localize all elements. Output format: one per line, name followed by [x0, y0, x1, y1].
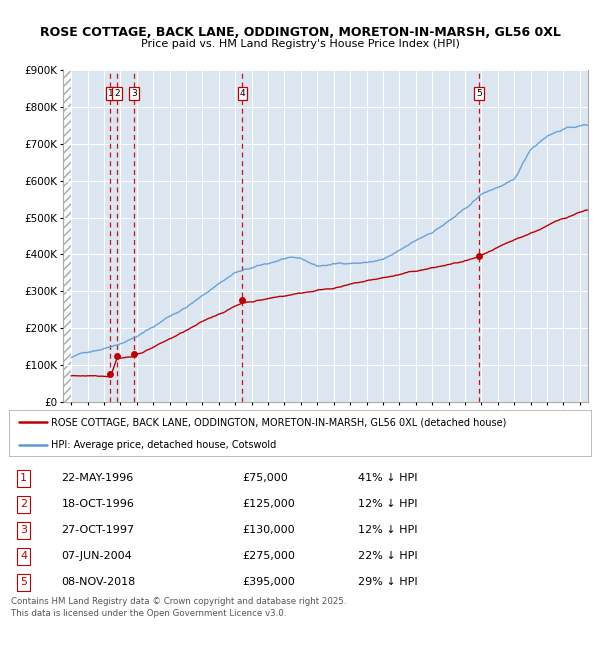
Text: 12% ↓ HPI: 12% ↓ HPI [358, 525, 418, 536]
Text: Contains HM Land Registry data © Crown copyright and database right 2025.
This d: Contains HM Land Registry data © Crown c… [11, 597, 346, 618]
Text: 5: 5 [20, 577, 27, 588]
Text: ROSE COTTAGE, BACK LANE, ODDINGTON, MORETON-IN-MARSH, GL56 0XL (detached house): ROSE COTTAGE, BACK LANE, ODDINGTON, MORE… [51, 417, 506, 427]
Text: 18-OCT-1996: 18-OCT-1996 [61, 499, 134, 510]
Text: £125,000: £125,000 [242, 499, 295, 510]
Text: £275,000: £275,000 [242, 551, 295, 562]
Text: Price paid vs. HM Land Registry's House Price Index (HPI): Price paid vs. HM Land Registry's House … [140, 39, 460, 49]
Text: ROSE COTTAGE, BACK LANE, ODDINGTON, MORETON-IN-MARSH, GL56 0XL: ROSE COTTAGE, BACK LANE, ODDINGTON, MORE… [40, 26, 560, 39]
Text: 29% ↓ HPI: 29% ↓ HPI [358, 577, 418, 588]
Text: 22% ↓ HPI: 22% ↓ HPI [358, 551, 418, 562]
Text: 22-MAY-1996: 22-MAY-1996 [61, 473, 134, 484]
Text: 08-NOV-2018: 08-NOV-2018 [61, 577, 136, 588]
Text: HPI: Average price, detached house, Cotswold: HPI: Average price, detached house, Cots… [51, 439, 276, 450]
Text: 2: 2 [115, 89, 120, 98]
Bar [63, 70, 71, 402]
Text: £75,000: £75,000 [242, 473, 287, 484]
Text: 1: 1 [20, 473, 27, 484]
Text: 1: 1 [107, 89, 113, 98]
Text: £130,000: £130,000 [242, 525, 295, 536]
Text: £395,000: £395,000 [242, 577, 295, 588]
Text: 2: 2 [20, 499, 27, 510]
Text: 5: 5 [476, 89, 482, 98]
Text: 41% ↓ HPI: 41% ↓ HPI [358, 473, 418, 484]
Text: 3: 3 [131, 89, 137, 98]
Text: 27-OCT-1997: 27-OCT-1997 [61, 525, 134, 536]
Text: 4: 4 [239, 89, 245, 98]
Text: 12% ↓ HPI: 12% ↓ HPI [358, 499, 418, 510]
Text: 4: 4 [20, 551, 27, 562]
Text: 3: 3 [20, 525, 27, 536]
Text: 07-JUN-2004: 07-JUN-2004 [61, 551, 132, 562]
